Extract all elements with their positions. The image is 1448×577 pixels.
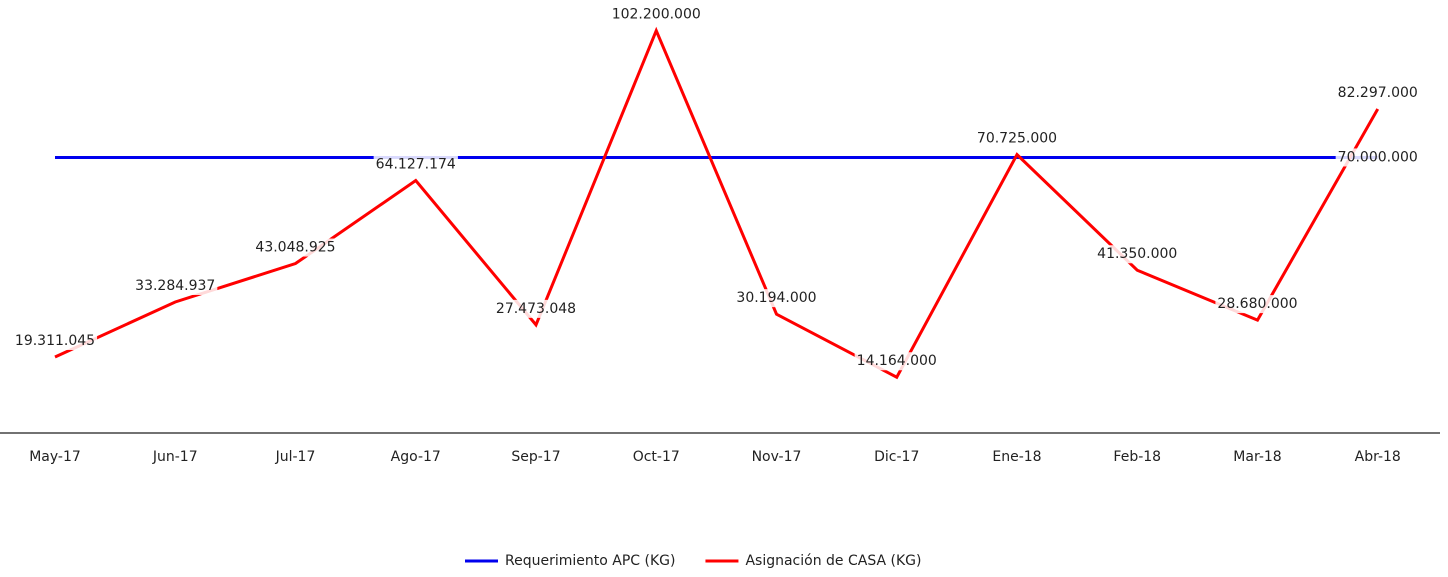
data-label-bg: [133, 276, 218, 295]
data-label-bg: [734, 289, 819, 308]
x-tick-label: Feb-18: [1113, 449, 1161, 465]
data-label: 27.473.048: [496, 301, 576, 317]
x-tick-label: Jun-17: [152, 449, 198, 465]
data-label: 41.350.000: [1097, 246, 1177, 262]
data-label: 14.164.000: [857, 353, 937, 369]
x-tick-label: May-17: [29, 449, 81, 465]
data-label: 82.297.000: [1338, 85, 1418, 101]
data-label: 43.048.925: [255, 240, 335, 256]
legend-label: Requerimiento APC (KG): [505, 553, 675, 569]
data-label-bg: [1095, 245, 1180, 264]
data-label-bg: [1215, 295, 1300, 314]
data-labels: 70.000.000 19.311.045 33.284.937 43.048.925…: [12, 5, 1420, 371]
x-tick-label: Dic-17: [874, 449, 919, 465]
x-tick-label: Mar-18: [1233, 449, 1281, 465]
data-label-bg: [253, 238, 338, 257]
data-label-bg: [974, 129, 1060, 148]
x-tick-label: Abr-18: [1355, 449, 1401, 465]
data-label: 64.127.174: [376, 157, 456, 173]
data-label: 19.311.045: [15, 333, 95, 349]
data-label-bg: [1335, 84, 1420, 103]
data-label: 28.680.000: [1217, 296, 1297, 312]
data-label: 70.000.000: [1338, 149, 1418, 165]
data-label: 102.200.000: [612, 7, 701, 23]
x-tick-label: Ene-18: [992, 449, 1041, 465]
data-label: 70.725.000: [977, 131, 1057, 147]
data-label-bg: [854, 352, 939, 371]
x-tick-label: Sep-17: [511, 449, 560, 465]
data-label: 33.284.937: [135, 278, 215, 294]
legend: Requerimiento APC (KG) Asignación de CASA…: [465, 553, 921, 569]
x-tick-label: Ago-17: [391, 449, 441, 465]
series-line: [54, 26, 1380, 380]
data-label: 30.194.000: [736, 290, 816, 306]
x-tick-label: Oct-17: [633, 449, 680, 465]
data-label-bg: [12, 331, 98, 350]
x-tick-label: Nov-17: [752, 449, 802, 465]
data-label-bg: [609, 5, 703, 24]
data-label-bg: [373, 155, 458, 174]
x-tick-label: Jul-17: [275, 449, 316, 465]
legend-label: Asignación de CASA (KG): [745, 553, 921, 569]
data-label-bg: [1335, 148, 1420, 167]
data-label-bg: [493, 299, 579, 318]
